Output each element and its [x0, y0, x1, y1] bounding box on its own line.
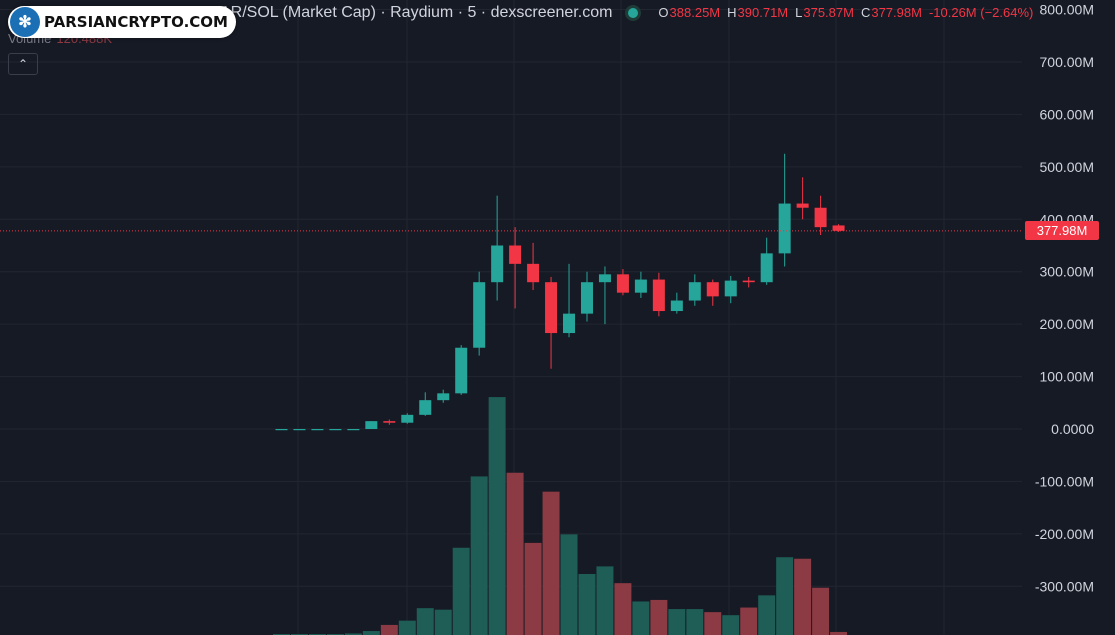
chevron-up-icon: ⌃ — [17, 57, 29, 71]
candle-body — [419, 400, 432, 415]
y-tick-label: 100.00M — [1040, 369, 1094, 385]
collapse-legend-button[interactable]: ⌃ — [8, 53, 38, 75]
volume-bar — [578, 574, 596, 635]
volume-bar — [524, 542, 542, 635]
volume-bar — [632, 601, 650, 635]
ohlc-readout: O388.25M H390.71M L375.87M C377.98M -10.26M … — [658, 5, 1040, 20]
candle-body — [383, 421, 396, 423]
volume-bar — [416, 608, 434, 635]
candle-body — [598, 274, 611, 283]
ohlc-close-value: 377.98M — [871, 5, 922, 21]
candle-body — [634, 279, 647, 293]
y-tick-label: 0.0000 — [1051, 421, 1094, 437]
ohlc-open-key: O — [658, 5, 669, 21]
candle-body — [580, 282, 593, 314]
candle-body — [796, 203, 809, 208]
candle-body — [311, 429, 324, 431]
candle-body — [724, 280, 737, 297]
ohlc-close-key: C — [860, 5, 871, 21]
y-tick-label: -100.00M — [1035, 473, 1094, 489]
candle-body — [742, 280, 755, 283]
volume-bar — [362, 631, 380, 635]
volume-bar — [542, 491, 560, 635]
chart-title: AR/SOL (Market Cap) · Raydium · 5 · dexs… — [220, 4, 613, 21]
candle-body — [832, 225, 845, 231]
candle-body — [652, 279, 665, 312]
ohlc-high-key: H — [727, 5, 737, 21]
volume-bar — [722, 615, 740, 635]
ohlc-low-key: L — [795, 5, 803, 21]
candle-body — [347, 429, 360, 431]
candle-body — [527, 263, 540, 283]
volume-bar — [794, 558, 812, 635]
y-tick-label: 700.00M — [1040, 54, 1094, 70]
candle-body — [437, 393, 450, 401]
chart-header: AR/SOL (Market Cap) · Raydium · 5 · dexs… — [8, 4, 1040, 22]
watermark-logo: ✻ PARSIANCRYPTO.COM — [8, 6, 236, 38]
candle-body — [706, 282, 719, 297]
volume-bar — [596, 566, 614, 635]
volume-bar — [560, 534, 578, 635]
volume-bar — [614, 583, 632, 635]
y-tick-label: 600.00M — [1040, 106, 1094, 122]
candle-body — [616, 274, 629, 293]
candle-body — [293, 429, 306, 431]
volume-bar — [452, 547, 470, 635]
ohlc-open-value: 388.25M — [669, 5, 721, 21]
candle-body — [491, 245, 504, 283]
volume-bar — [812, 587, 830, 635]
candle-body — [329, 429, 342, 431]
volume-bar — [470, 476, 488, 635]
candle-body — [365, 421, 378, 429]
volume-bar — [380, 624, 398, 635]
candle-body — [509, 245, 522, 264]
brain-icon: ✻ — [10, 7, 40, 37]
candle-body — [760, 253, 773, 283]
volume-bar — [830, 631, 848, 635]
candle-body — [814, 207, 827, 228]
volume-bar — [650, 599, 668, 635]
status-dot-icon — [628, 7, 639, 18]
volume-bar — [398, 620, 416, 635]
candle-body — [778, 203, 791, 254]
volume-bar — [776, 557, 794, 635]
volume-bar — [740, 607, 758, 635]
candle-body — [563, 313, 576, 334]
volume-bar — [344, 633, 362, 635]
y-tick-label: 200.00M — [1040, 316, 1094, 332]
candle-body — [473, 282, 486, 348]
candle-body — [401, 414, 414, 423]
watermark-text: PARSIANCRYPTO.COM — [44, 13, 228, 31]
volume-bar — [704, 612, 722, 635]
y-tick-label: 800.00M — [1040, 2, 1094, 18]
candle-body — [455, 347, 468, 394]
volume-bar — [506, 472, 524, 635]
candle-body — [670, 300, 683, 312]
y-tick-label: 300.00M — [1040, 264, 1094, 280]
volume-bar — [668, 609, 686, 635]
candle-body — [275, 429, 288, 431]
ohlc-low-value: 375.87M — [803, 5, 854, 21]
ohlc-high-value: 390.71M — [737, 5, 789, 21]
volume-bar — [488, 397, 506, 635]
last-price-tag: 377.98M — [1025, 221, 1099, 241]
y-tick-label: -200.00M — [1035, 526, 1094, 542]
y-tick-label: 500.00M — [1040, 159, 1094, 175]
candle-body — [545, 282, 558, 334]
volume-bar — [758, 595, 776, 635]
y-tick-label: -300.00M — [1035, 578, 1094, 594]
ohlc-change: -10.26M (−2.64%) — [928, 5, 1034, 21]
volume-bar — [434, 609, 452, 635]
candle-body — [688, 282, 701, 301]
volume-bar — [686, 609, 704, 635]
